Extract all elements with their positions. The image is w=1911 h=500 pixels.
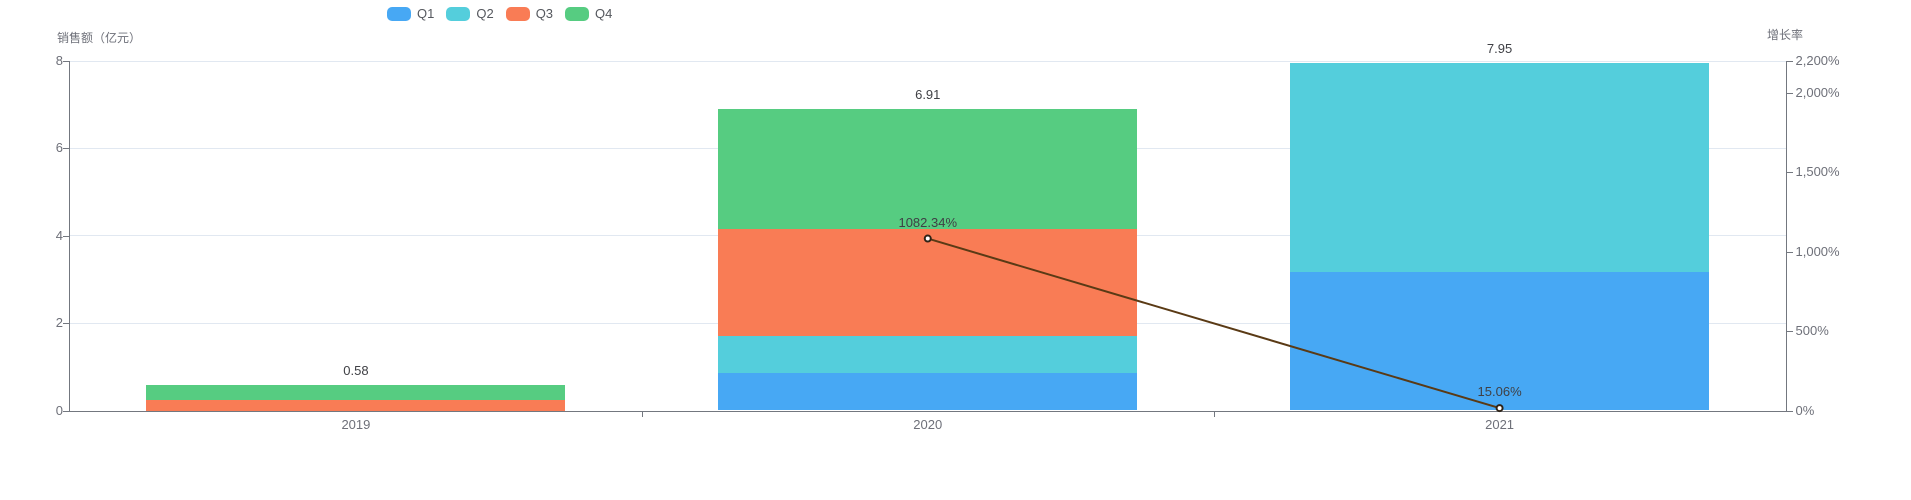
x-axis-label-2019: 2019 <box>341 416 371 432</box>
legend-item-label: Q2 <box>476 6 494 21</box>
bar-segment-q3-2020 <box>718 229 1138 337</box>
y-axis-right-line <box>1785 61 1787 412</box>
legend-item-q2[interactable]: Q2 <box>446 6 494 21</box>
y-axis-right-tick <box>1786 410 1793 412</box>
y-axis-left-tick <box>63 235 69 237</box>
gridline <box>70 60 1786 62</box>
y-axis-right-tick <box>1786 331 1793 333</box>
legend: Q1 Q2 Q3 Q4 <box>387 7 612 21</box>
bar-total-label-2019: 0.58 <box>343 363 369 379</box>
legend-item-q1[interactable]: Q1 <box>387 7 434 21</box>
y-axis-left-line <box>69 61 70 412</box>
legend-swatch-icon <box>387 7 411 21</box>
bar-segment-q4-2020 <box>718 108 1138 230</box>
y-axis-left-tick-label: 6 <box>55 140 63 156</box>
y-axis-left-tick <box>63 323 69 325</box>
y-axis-left-tick-label: 4 <box>55 227 63 243</box>
bar-segment-q2-2021 <box>1290 63 1710 272</box>
y-axis-right-tick-label: 500% <box>1795 323 1829 339</box>
legend-item-q4[interactable]: Q4 <box>565 7 612 21</box>
y-axis-right-tick-label: 1,000% <box>1795 243 1840 259</box>
growth-rate-point-label-2020: 1082.34% <box>898 214 958 230</box>
y-axis-right-tick <box>1786 92 1793 94</box>
legend-item-label: Q1 <box>417 6 435 21</box>
y-axis-right-tick <box>1786 61 1793 62</box>
y-axis-left-tick-label: 2 <box>55 315 63 331</box>
bar-total-label-2021: 7.95 <box>1486 41 1513 57</box>
left-axis-title: 销售额（亿元） <box>57 31 142 45</box>
y-axis-right-tick-label: 2,000% <box>1795 84 1840 100</box>
y-axis-right-tick-label: 1,500% <box>1795 164 1840 180</box>
y-axis-right-tick-label: 0% <box>1795 402 1815 418</box>
legend-item-label: Q4 <box>595 6 613 21</box>
legend-swatch-icon <box>565 7 590 21</box>
bar-segment-q1-2020 <box>718 373 1138 411</box>
x-axis-line <box>69 410 1787 412</box>
x-axis-tick <box>641 411 643 417</box>
x-axis-label-2020: 2020 <box>913 416 943 432</box>
right-axis-title: 增长率 <box>1767 28 1804 42</box>
legend-item-q3[interactable]: Q3 <box>505 6 554 21</box>
y-axis-left-tick-label: 8 <box>55 53 63 68</box>
x-axis-label-2021: 2021 <box>1485 416 1515 432</box>
y-axis-right-tick <box>1786 251 1793 253</box>
y-axis-right-tick-label: 2,200% <box>1795 53 1840 68</box>
y-axis-right-tick <box>1786 172 1793 174</box>
y-axis-left-tick <box>63 410 69 412</box>
bar-segment-q3-2019 <box>146 399 566 411</box>
bar-segment-q2-2020 <box>718 336 1138 374</box>
bar-total-label-2020: 6.91 <box>915 86 941 102</box>
y-axis-left-tick <box>63 61 69 62</box>
legend-swatch-icon <box>505 7 530 21</box>
legend-item-label: Q3 <box>535 6 554 21</box>
y-axis-left-tick-label: 0 <box>55 402 63 418</box>
legend-swatch-icon <box>446 7 471 21</box>
bar-segment-q4-2019 <box>146 385 566 400</box>
x-axis-tick <box>1213 411 1215 417</box>
y-axis-left-tick <box>63 148 69 150</box>
growth-rate-point-label-2021: 15.06% <box>1477 384 1522 400</box>
